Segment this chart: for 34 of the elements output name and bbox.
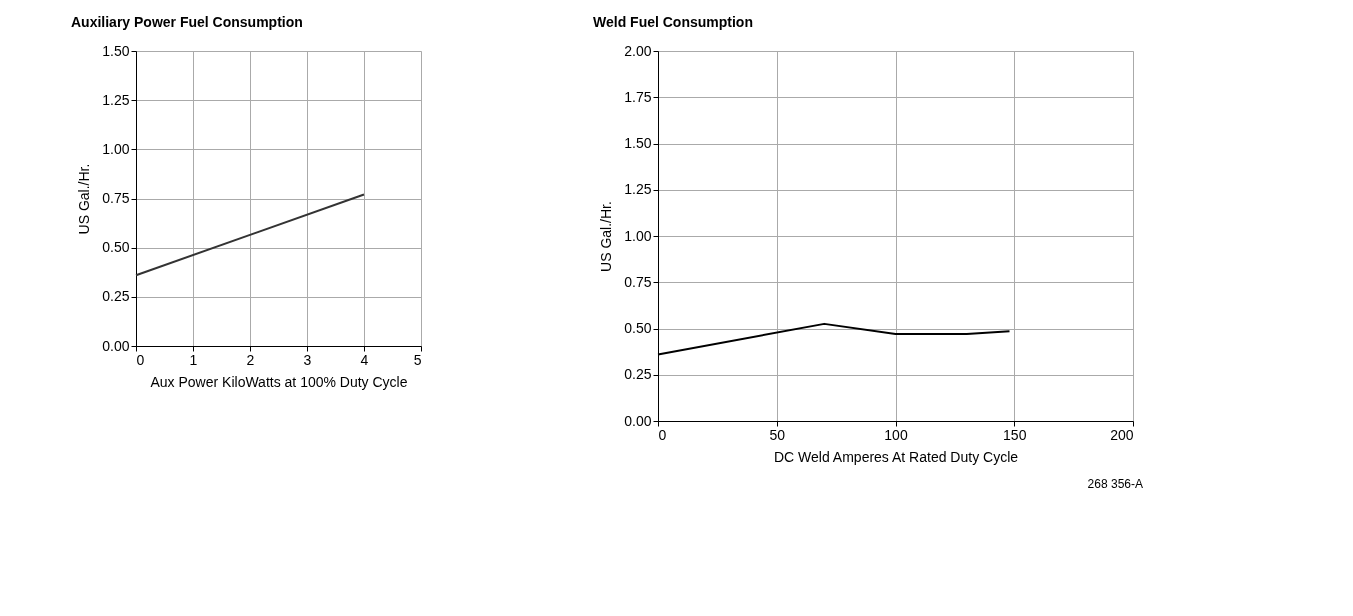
x-tick-label: 200 — [1110, 426, 1134, 443]
x-tick-label: 100 — [884, 426, 908, 443]
y-tick-label: 1.00 — [102, 140, 130, 157]
x-tick-label: 2 — [246, 351, 255, 368]
y-tick-label: 1.75 — [624, 88, 652, 105]
y-tick-label: 0.25 — [624, 366, 652, 383]
x-tick-label: 0 — [136, 351, 145, 368]
x-axis-title: Aux Power KiloWatts at 100% Duty Cycle — [150, 373, 408, 390]
chart-title: Weld Fuel Consumption — [593, 14, 753, 30]
y-tick-label: 1.50 — [624, 135, 652, 151]
y-tick-label: 1.25 — [624, 181, 652, 198]
y-axis-title: US Gal./Hr. — [598, 201, 615, 272]
x-axis-title: DC Weld Amperes At Rated Duty Cycle — [773, 448, 1019, 465]
y-tick-label: 0.75 — [102, 190, 130, 206]
x-tick-label: 1 — [189, 351, 198, 368]
y-tick-label: 2.00 — [624, 42, 652, 59]
text: 268 356-A — [1087, 477, 1143, 491]
x-tick-label: 3 — [303, 351, 312, 368]
x-tick-label: 4 — [360, 351, 369, 368]
x-tick-label: 150 — [1003, 426, 1027, 443]
y-tick-label: 1.25 — [102, 91, 130, 108]
y-tick-label: 0.75 — [624, 273, 652, 290]
y-tick-label: 0.50 — [624, 320, 652, 336]
y-tick-label: 0.25 — [102, 288, 130, 305]
x-tick-label: 5 — [413, 351, 422, 368]
y-tick-label: 0.00 — [624, 412, 652, 429]
y-tick-label: 1.00 — [624, 227, 652, 244]
y-tick-label: 1.50 — [102, 42, 130, 59]
chart-title: Auxiliary Power Fuel Consumption — [71, 14, 303, 30]
y-tick-label: 0.00 — [102, 337, 130, 354]
y-axis-title: US Gal./Hr. — [76, 163, 93, 235]
y-tick-label: 0.50 — [102, 239, 130, 256]
x-tick-label: 50 — [769, 426, 786, 443]
x-tick-label: 0 — [658, 426, 667, 443]
